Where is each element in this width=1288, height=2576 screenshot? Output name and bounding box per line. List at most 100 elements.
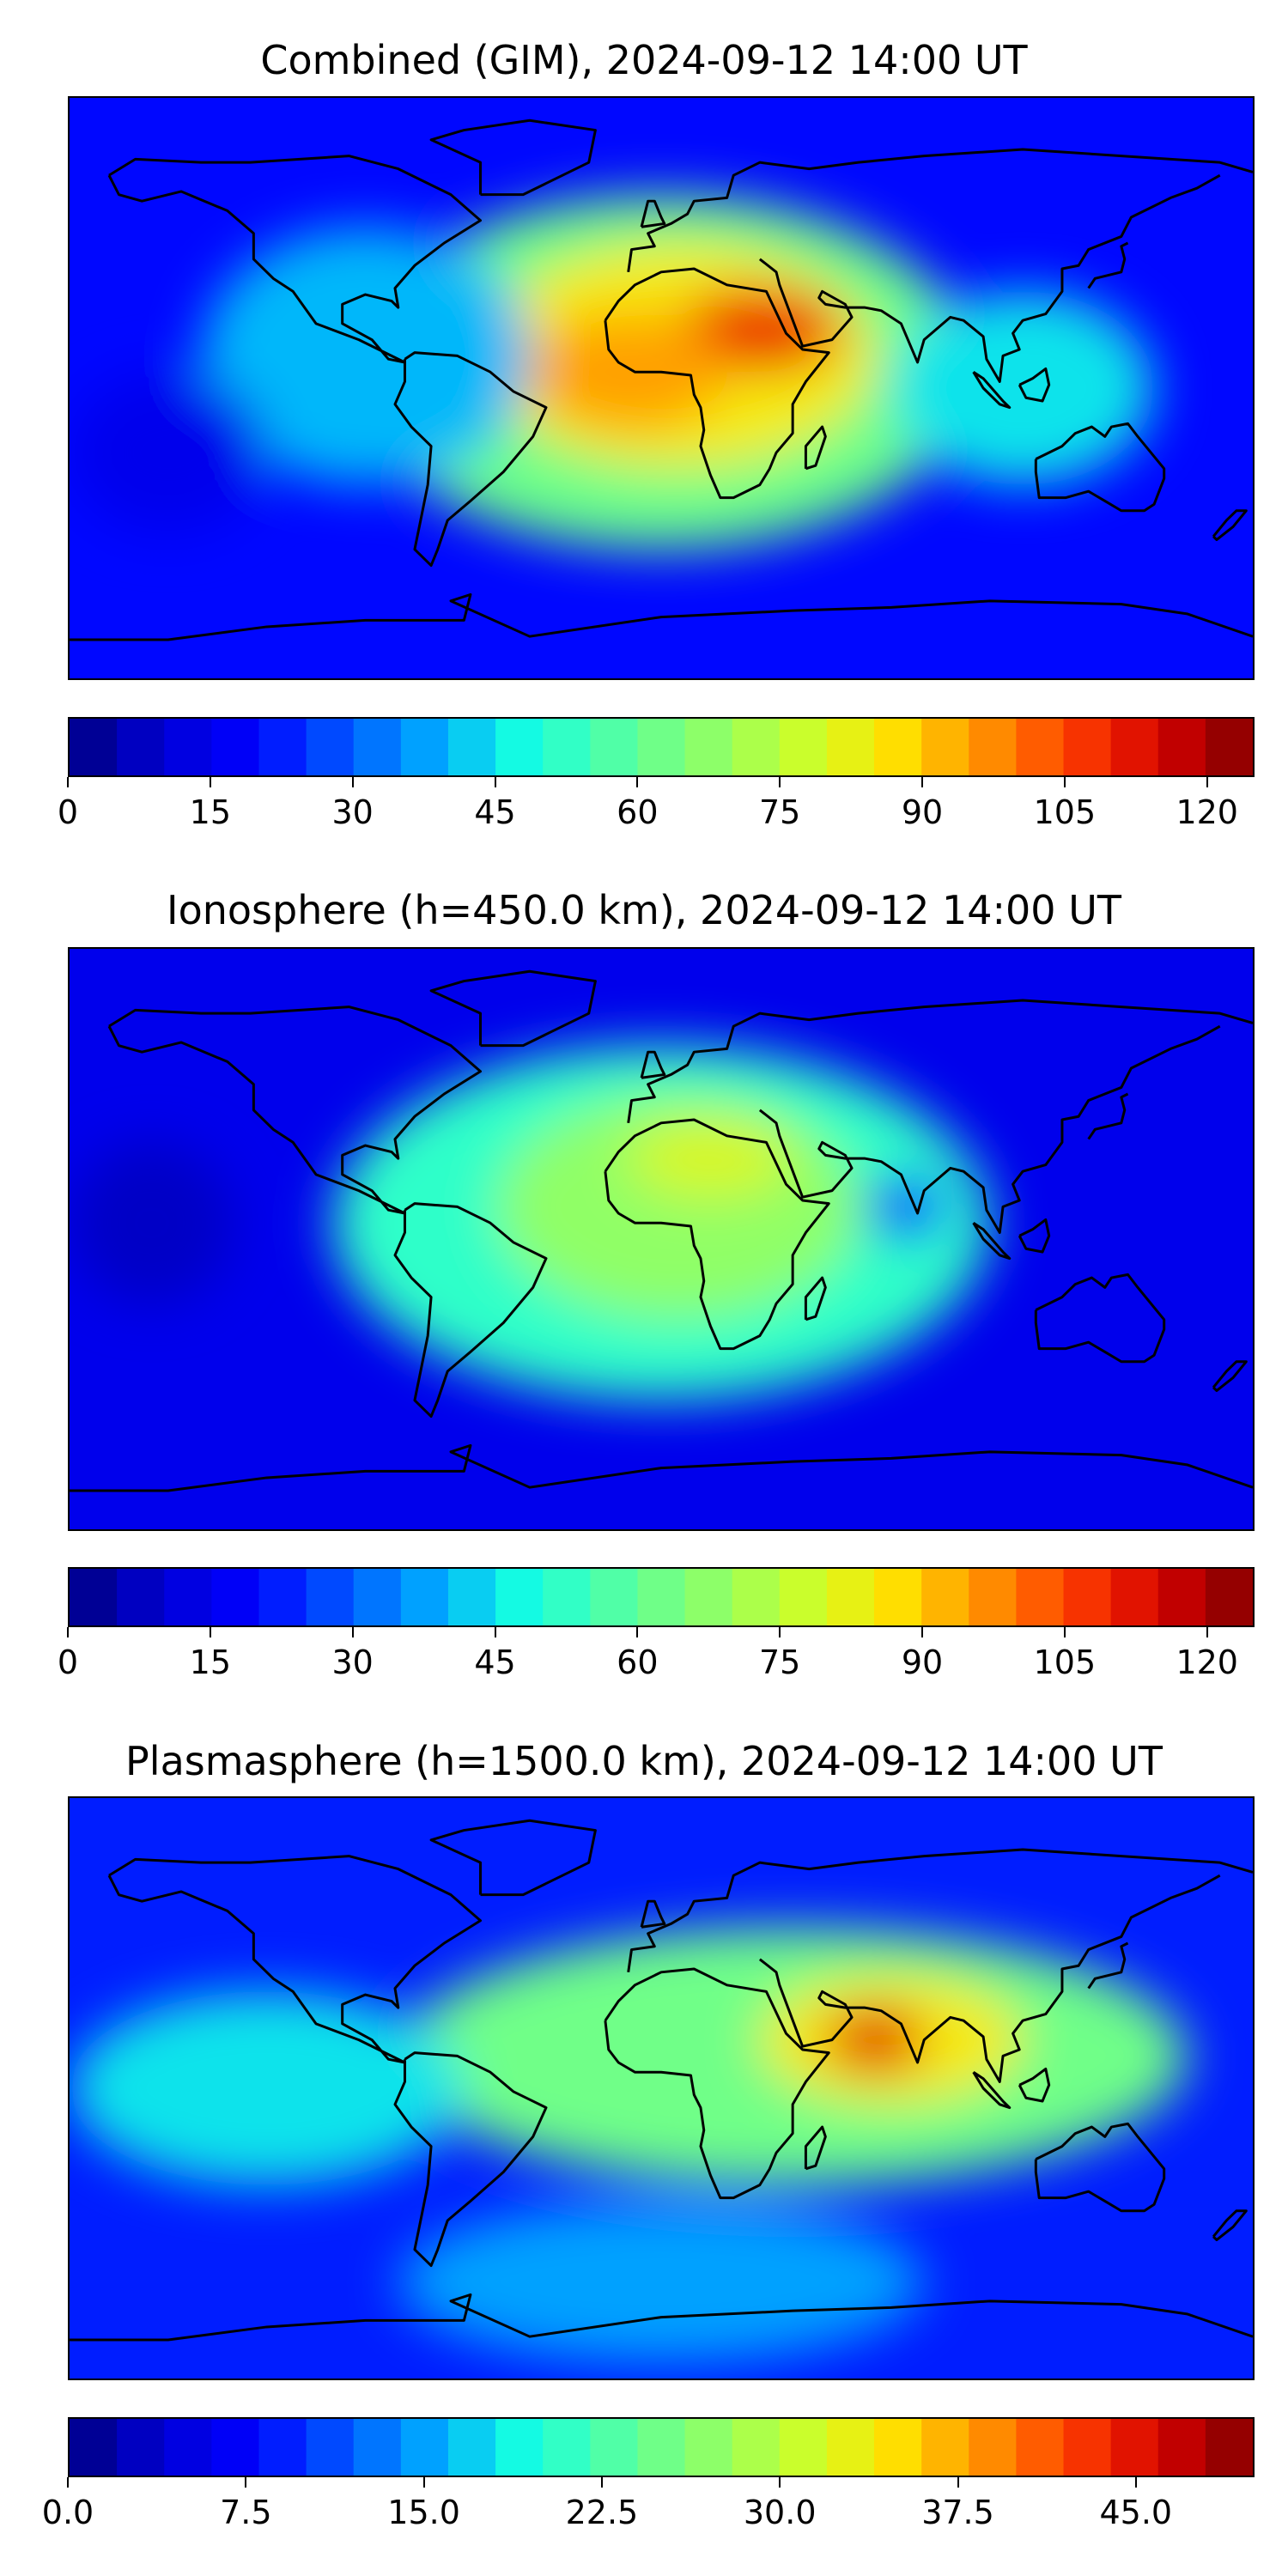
colorbar-level [874,719,922,775]
colorbar-tick-mark [957,2477,959,2488]
colorbar-level [969,2419,1017,2476]
colorbar-level [1016,1569,1065,1625]
field-region [70,1991,465,2185]
coastline [1034,2122,1166,2213]
colorbar-level [1157,719,1206,775]
colorbar-tick-label: 105 [1033,1643,1097,1681]
colorbar-level [826,2419,875,2476]
panel-3-title: Plasmasphere (h=1500.0 km), 2024-09-12 1… [125,1738,1163,1784]
coastline [604,1967,830,2200]
coastline [107,1855,483,2064]
field-region [70,372,267,533]
colorbar-tick-mark [351,1627,354,1637]
coastline [70,1443,1253,1492]
colorbar-level [732,719,781,775]
coastline [1212,2209,1248,2242]
colorbar-tick-mark [494,1627,496,1637]
colorbar-level [1063,2419,1112,2476]
field-region [890,291,1155,485]
colorbar-level [211,1569,260,1625]
colorbar-level [1110,1569,1159,1625]
colorbar-tick-mark [1063,1627,1066,1637]
colorbar-level [874,1569,922,1625]
colorbar-level [117,719,165,775]
colorbar-tick-label: 15 [189,793,232,831]
colorbar-tick-mark [779,1627,781,1637]
coastline [972,2070,1012,2110]
colorbar-level [353,1569,402,1625]
colorbar-level [258,719,307,775]
colorbar-level [826,719,875,775]
colorbar-level [306,1569,355,1625]
colorbar-level [543,1569,591,1625]
colorbar-tick-label: 120 [1176,1643,1238,1681]
colorbar-tick-mark [67,2477,69,2488]
colorbar-level [543,719,591,775]
colorbar-tick-mark [921,777,924,787]
colorbar-tick-label: 75 [759,793,801,831]
colorbar-tick-label: 30 [331,1643,374,1681]
field-region [398,2201,925,2363]
colorbar-tick-mark [1134,2477,1137,2488]
colorbar-tick-mark [636,1627,639,1637]
colorbar-tick-mark [209,777,211,787]
colorbar-level [211,2419,260,2476]
panel-1-title: Combined (GIM), 2024-09-12 14:00 UT [260,37,1028,83]
colorbar-tick-mark [67,1627,69,1637]
coastline [804,2125,827,2171]
colorbar-level [400,2419,449,2476]
colorbar-tick-label: 75 [759,1643,801,1681]
coastline [1212,509,1248,542]
colorbar-tick-mark [209,1627,211,1637]
colorbar-tick-mark [779,777,781,787]
colorbar-level [684,719,733,775]
coastline [1087,1941,1129,1990]
coastline [604,267,830,500]
colorbar-level [400,719,449,775]
colorbar-level [779,2419,828,2476]
field-region [628,1120,793,1198]
colorbar-tick-label: 30.0 [743,2494,817,2531]
colorbar-tick-label: 7.5 [220,2494,272,2531]
colorbar-tick-label: 90 [901,1643,944,1681]
coastline [972,370,1012,410]
colorbar-level [684,1569,733,1625]
colorbar-level [637,719,686,775]
coastline [758,1874,1221,2083]
coastline [107,1005,483,1215]
coastline [70,2293,1253,2342]
coastline [1018,367,1051,403]
colorbar-level [921,1569,969,1625]
colorbar-tick-mark [494,777,496,787]
colorbar-tick-mark [245,2477,247,2488]
colorbar-level [1205,2419,1253,2476]
colorbar-level [495,719,544,775]
panel-2-colorbar [68,1567,1255,1627]
field-region [529,313,727,430]
coastline [1212,1360,1248,1393]
colorbar-level [353,719,402,775]
colorbar-tick-label: 22.5 [565,2494,639,2531]
colorbar-level [590,1569,639,1625]
colorbar-level [1157,1569,1206,1625]
coastline [804,425,827,471]
colorbar-tick-label: 120 [1176,793,1238,831]
panel-2-title: Ionosphere (h=450.0 km), 2024-09-12 14:0… [167,887,1121,933]
colorbar-level [969,1569,1017,1625]
colorbar-level [1110,2419,1159,2476]
panel-1-colorbar [68,717,1255,777]
colorbar-tick-label: 0 [57,793,79,831]
colorbar-level [164,2419,212,2476]
colorbar-level [70,1569,118,1625]
colorbar-level [1016,719,1065,775]
colorbar-level [70,2419,118,2476]
colorbar-tick-label: 60 [617,793,659,831]
colorbar-tick-mark [600,2477,603,2488]
coastline [627,148,1253,273]
colorbar-tick-mark [1063,777,1066,787]
colorbar-level [211,719,260,775]
coastline [429,969,597,1048]
colorbar-level [1205,719,1253,775]
colorbar-tick-label: 90 [901,793,944,831]
coastline [758,173,1221,383]
